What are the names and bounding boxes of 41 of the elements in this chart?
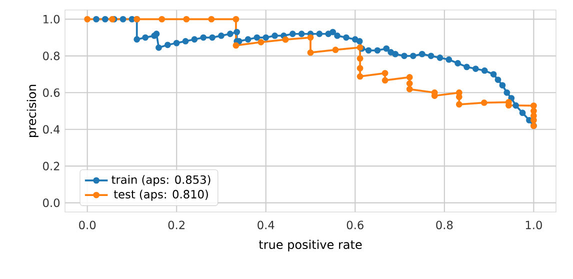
point — [307, 34, 314, 41]
point — [307, 49, 314, 56]
x-tick-label: 1.0 — [526, 220, 542, 230]
point — [258, 38, 264, 46]
x-tick-label: 0.6 — [346, 220, 364, 230]
point — [158, 16, 166, 22]
point — [84, 16, 91, 22]
x-tick-label: 0.8 — [436, 220, 453, 230]
y-tick-label: 0.0 — [43, 198, 60, 208]
x-axis-title: true positive rate — [258, 240, 362, 252]
x-tick-label: 0.0 — [79, 220, 96, 230]
point — [530, 108, 537, 114]
point — [356, 73, 364, 80]
point — [183, 16, 190, 22]
point — [530, 102, 537, 109]
point — [282, 36, 289, 43]
y-axis-title: precision — [26, 84, 38, 137]
legend-label: train (aps: 0.853) — [112, 175, 210, 186]
point — [406, 86, 413, 92]
y-tick-label: 1.0 — [44, 14, 60, 24]
point — [480, 100, 488, 106]
point — [456, 101, 462, 108]
point — [232, 16, 240, 22]
point — [406, 80, 413, 87]
y-tick-label: 0.6 — [43, 88, 60, 97]
point — [356, 65, 364, 72]
point — [406, 74, 413, 80]
point — [332, 46, 339, 54]
y-tick-label: 0.2 — [43, 162, 60, 170]
point — [382, 70, 388, 76]
point — [382, 77, 388, 84]
point — [530, 116, 537, 124]
x-tick-label: 0.4 — [258, 220, 274, 230]
y-tick-label: 0.4 — [43, 125, 60, 134]
point — [356, 55, 364, 62]
x-tick-label: 0.2 — [168, 220, 184, 230]
y-tick-label: 0.8 — [43, 52, 60, 60]
point — [456, 94, 462, 100]
point — [232, 42, 240, 49]
legend-label: test (aps: 0.810) — [114, 190, 208, 201]
point — [208, 16, 215, 22]
